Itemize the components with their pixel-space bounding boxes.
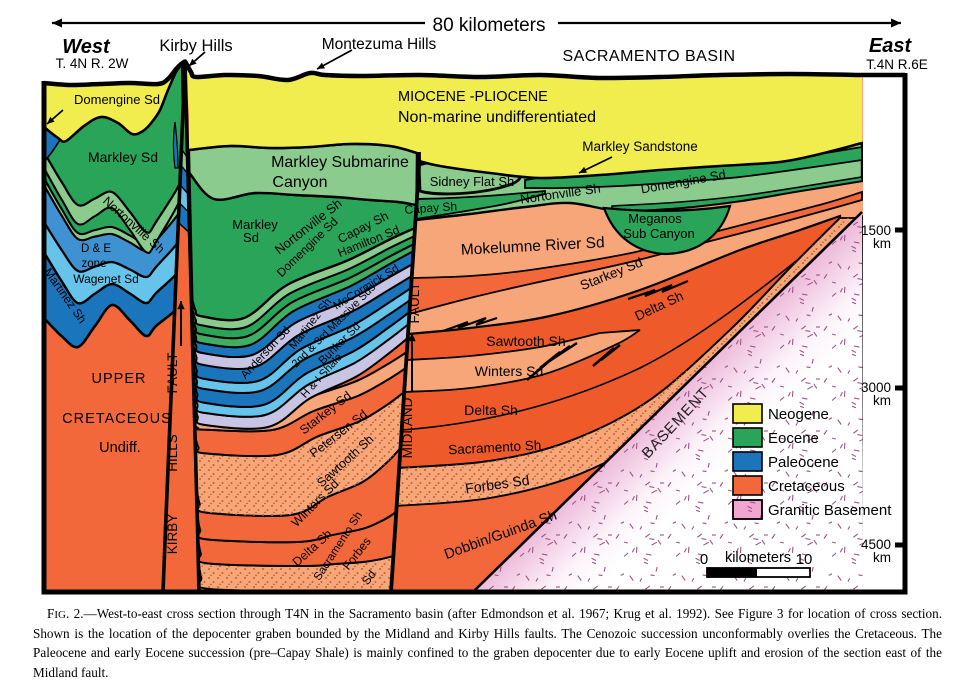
svg-text:Markley: Markley xyxy=(232,217,278,232)
svg-text:MIOCENE -PLIOCENE: MIOCENE -PLIOCENE xyxy=(398,89,548,105)
svg-text:Montezuma Hills: Montezuma Hills xyxy=(322,36,437,53)
svg-text:10: 10 xyxy=(796,551,813,568)
svg-text:zone: zone xyxy=(82,258,107,270)
svg-text:Domengine Sd: Domengine Sd xyxy=(74,92,160,107)
svg-text:West: West xyxy=(62,36,111,58)
svg-text:CRETACEOUS: CRETACEOUS xyxy=(62,411,172,427)
svg-text:FAULT: FAULT xyxy=(165,352,180,393)
svg-text:Markley Sd: Markley Sd xyxy=(88,149,158,165)
svg-text:Cretaceous: Cretaceous xyxy=(768,478,845,495)
svg-text:Capay Sh: Capay Sh xyxy=(404,199,458,217)
svg-text:Markley Sandstone: Markley Sandstone xyxy=(582,139,698,154)
svg-text:T.4N R.6E: T.4N R.6E xyxy=(866,57,928,72)
svg-text:Sawtooth Sh: Sawtooth Sh xyxy=(486,333,565,349)
svg-text:Kirby Hills: Kirby Hills xyxy=(159,37,232,55)
svg-text:4500: 4500 xyxy=(861,537,891,552)
svg-text:KIRBY: KIRBY xyxy=(165,514,180,555)
svg-text:MIDLAND: MIDLAND xyxy=(400,397,415,458)
svg-text:km: km xyxy=(873,393,891,408)
svg-text:T. 4N R. 2W: T. 4N R. 2W xyxy=(56,56,129,71)
svg-text:3000: 3000 xyxy=(861,380,891,395)
svg-text:Undiff.: Undiff. xyxy=(99,440,141,456)
svg-text:Sidney Flat Sh: Sidney Flat Sh xyxy=(430,174,515,189)
svg-text:UPPER: UPPER xyxy=(92,371,147,387)
svg-text:Meganos: Meganos xyxy=(628,211,682,226)
svg-text:1500: 1500 xyxy=(861,223,891,238)
svg-text:Paleocene: Paleocene xyxy=(768,454,839,471)
svg-text:km: km xyxy=(873,550,891,565)
svg-text:Delta Sh: Delta Sh xyxy=(464,402,518,418)
svg-text:Wagenet Sd: Wagenet Sd xyxy=(73,272,139,286)
svg-text:Non-marine undifferentiated: Non-marine undifferentiated xyxy=(398,109,596,126)
svg-text:Sacramento Sh: Sacramento Sh xyxy=(448,438,542,458)
svg-text:0: 0 xyxy=(700,551,708,568)
svg-text:FAULT: FAULT xyxy=(407,282,422,323)
svg-text:80 kilometers: 80 kilometers xyxy=(433,15,546,36)
svg-text:East: East xyxy=(869,35,913,57)
svg-text:Eocene: Eocene xyxy=(768,430,819,447)
svg-text:Granitic Basement: Granitic Basement xyxy=(768,502,892,519)
svg-text:HILLS: HILLS xyxy=(165,434,180,472)
svg-text:km: km xyxy=(873,236,891,251)
svg-text:Markley Submarine: Markley Submarine xyxy=(271,154,409,171)
svg-text:Winters Sd: Winters Sd xyxy=(475,363,543,379)
svg-text:Neogene: Neogene xyxy=(768,406,829,423)
svg-text:Canyon: Canyon xyxy=(272,174,327,191)
svg-text:Sub Canyon: Sub Canyon xyxy=(623,226,695,241)
svg-text:kilometers: kilometers xyxy=(725,550,791,566)
svg-text:D & E: D & E xyxy=(81,243,111,255)
svg-text:SACRAMENTO BASIN: SACRAMENTO BASIN xyxy=(562,48,735,65)
svg-text:Sd: Sd xyxy=(243,230,259,245)
